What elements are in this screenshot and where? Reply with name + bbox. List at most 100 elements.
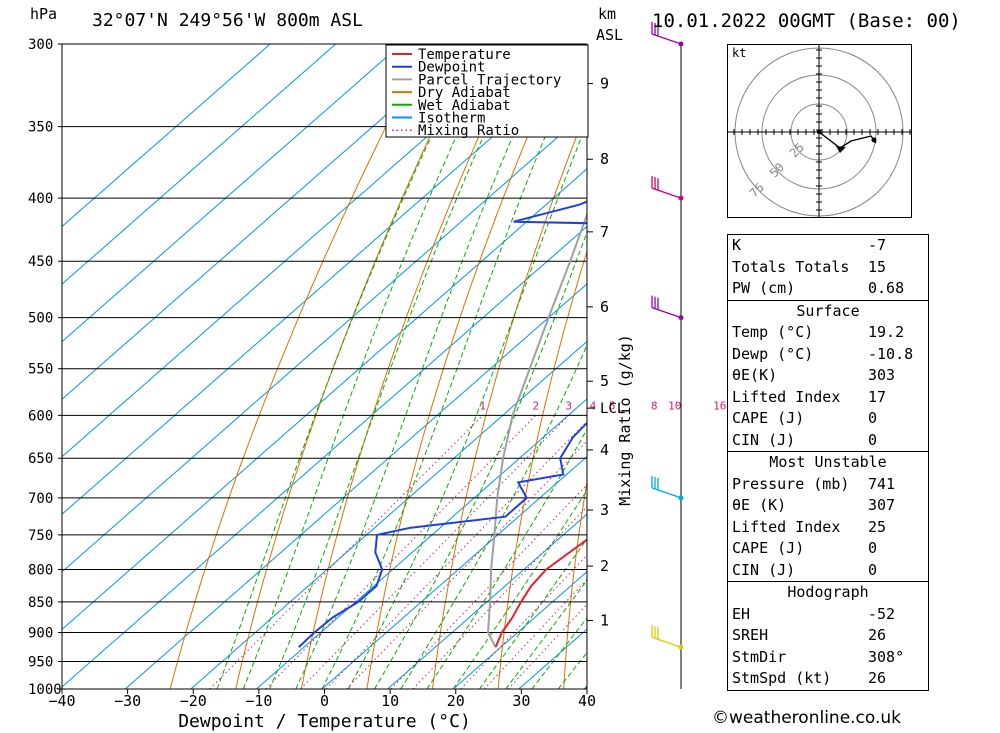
surface-row: CIN (J) 0 [732, 430, 878, 449]
mixing-ratio-line [346, 440, 587, 689]
dry-adiabat-line [563, 478, 587, 689]
mixing-ratio-line [390, 484, 587, 689]
wet-adiabat-line [478, 537, 587, 689]
legend-item-label: Mixing Ratio [418, 123, 519, 139]
km-tick-label: 1 [600, 612, 609, 630]
wind-barb-staff [651, 307, 682, 319]
pressure-tick-label: 500 [28, 311, 53, 327]
plot-frame [61, 43, 588, 690]
wet-adiabat-line [242, 44, 501, 689]
most-unstable-row: CIN (J) 0 [732, 560, 878, 579]
hodograph-ring-label-75: 75 [747, 180, 767, 200]
datetime-title: 10.01.2022 00GMT (Base: 00) [652, 10, 961, 32]
hodograph-row: StmDir 308° [732, 647, 905, 666]
most-unstable-row: Lifted Index 25 [732, 517, 887, 536]
indices-table: K -7 Totals Totals 15 PW (cm) 0.68 Surface … [727, 234, 929, 691]
wind-barb-staff [651, 487, 682, 499]
index-row-totals: Totals Totals 15 [732, 257, 887, 276]
km-tick-label: 2 [600, 557, 609, 575]
pressure-tick-label: 450 [28, 254, 53, 270]
legend-item-label: Dewpoint [418, 60, 485, 76]
mixing-ratio-label: 4 [590, 399, 597, 412]
km-tick-label: 7 [600, 223, 609, 241]
pressure-tick-label: 700 [28, 491, 53, 507]
hodograph-ring-label-25: 25 [787, 140, 807, 160]
wet-adiabat-line [452, 489, 587, 689]
pressure-tick-label: 750 [28, 528, 53, 544]
copyright-footer[interactable]: ©weatheronline.co.uk [712, 708, 902, 728]
temp-tick-label: 0 [320, 692, 329, 710]
x-axis-label: Dewpoint / Temperature (°C) [178, 711, 471, 732]
hodograph-trace [818, 131, 877, 149]
surface-block: Surface Temp (°C) 19.2 Dewp (°C) -10.8 θE(… [728, 299, 928, 452]
temp-tick-label: 10 [381, 692, 399, 710]
surface-row: θE(K) 303 [732, 366, 896, 384]
isotherm-line [452, 571, 587, 689]
mixing-ratio-label: 8 [651, 399, 658, 412]
hodograph-row: EH -52 [732, 604, 896, 623]
surface-row: Lifted Index 17 [732, 387, 887, 406]
mixing-ratio-label: 16 [713, 399, 726, 412]
isotherm-line [62, 44, 533, 458]
parcel-trajectory-line [486, 211, 587, 648]
wind-barb [651, 475, 684, 501]
mixing-ratio-label: 2 [533, 399, 540, 412]
dry-adiabat-line [235, 44, 475, 689]
wind-barb-staff [651, 636, 682, 648]
pressure-tick-label: 850 [28, 595, 53, 611]
temp-tick-label: −10 [245, 692, 272, 710]
most-unstable-row: θE (K) 307 [732, 496, 896, 514]
surface-title: Surface [796, 301, 860, 320]
hodograph-end-dot [871, 137, 877, 143]
mixing-ratio-line [265, 414, 537, 689]
indices-top-block: K -7 Totals Totals 15 PW (cm) 0.68 [728, 235, 928, 300]
surface-row: CAPE (J) 0 [732, 409, 878, 427]
temp-tick-label: −20 [180, 692, 207, 710]
hodograph-plot: 25 50 75 [728, 45, 911, 217]
hodograph-row: SREH 26 [732, 626, 887, 644]
mixing-ratio-line [412, 506, 587, 689]
hodograph-storm-marker [836, 146, 846, 153]
dry-adiabat-line [366, 44, 568, 689]
mixing-ratio-axis-label: Mixing Ratio (g/kg) [616, 334, 634, 506]
temp-tick-label: 30 [512, 692, 530, 710]
pressure-tick-label: 900 [28, 626, 53, 642]
temp-tick-label: −40 [48, 692, 75, 710]
asl-unit-label: ASL [596, 26, 624, 44]
hodograph-block: Hodograph EH -52 SREH 26 StmDir 308° StmSpd… [728, 581, 928, 690]
isotherm-line [62, 44, 468, 400]
wind-barb [651, 22, 684, 47]
pressure-unit-label: hPa [30, 5, 58, 23]
temperature-line [494, 538, 587, 648]
isotherm-line [62, 44, 337, 285]
dewpoint-line [298, 200, 587, 648]
temp-tick-label: 40 [578, 692, 596, 710]
mixing-ratio-label: 10 [668, 399, 681, 412]
mixing-ratio-label: 1 [479, 399, 486, 412]
most-unstable-block: Most Unstable Pressure (mb) 741 θE (K) 307… [728, 451, 928, 581]
km-tick-label: 5 [600, 372, 609, 390]
dry-adiabat-line [497, 249, 587, 689]
km-tick-label: 3 [600, 501, 609, 519]
pressure-tick-label: 550 [28, 362, 53, 378]
hodograph-title: Hodograph [787, 583, 869, 601]
most-unstable-title: Most Unstable [769, 453, 887, 471]
legend-item-label: Dry Adiabat [418, 85, 511, 101]
wind-barb-staff [651, 187, 682, 199]
wind-barb [651, 625, 684, 650]
surface-row: Dewp (°C) -10.8 [732, 344, 914, 363]
temp-tick-label: 20 [447, 692, 465, 710]
most-unstable-row: Pressure (mb) 741 [732, 474, 896, 493]
hodograph-start-dot [817, 130, 821, 134]
surface-row: Temp (°C) 19.2 [732, 323, 905, 341]
legend-item-label: Temperature [418, 47, 511, 63]
wet-adiabat-line [216, 44, 477, 689]
legend-item-label: Isotherm [418, 111, 485, 127]
location-title: 32°07'N 249°56'W 800m ASL [92, 10, 363, 31]
km-tick-label: 4 [600, 441, 609, 459]
isotherm-line [62, 44, 271, 228]
mixing-ratio-line [483, 578, 587, 689]
mixing-ratio-label: 5 [609, 399, 616, 412]
